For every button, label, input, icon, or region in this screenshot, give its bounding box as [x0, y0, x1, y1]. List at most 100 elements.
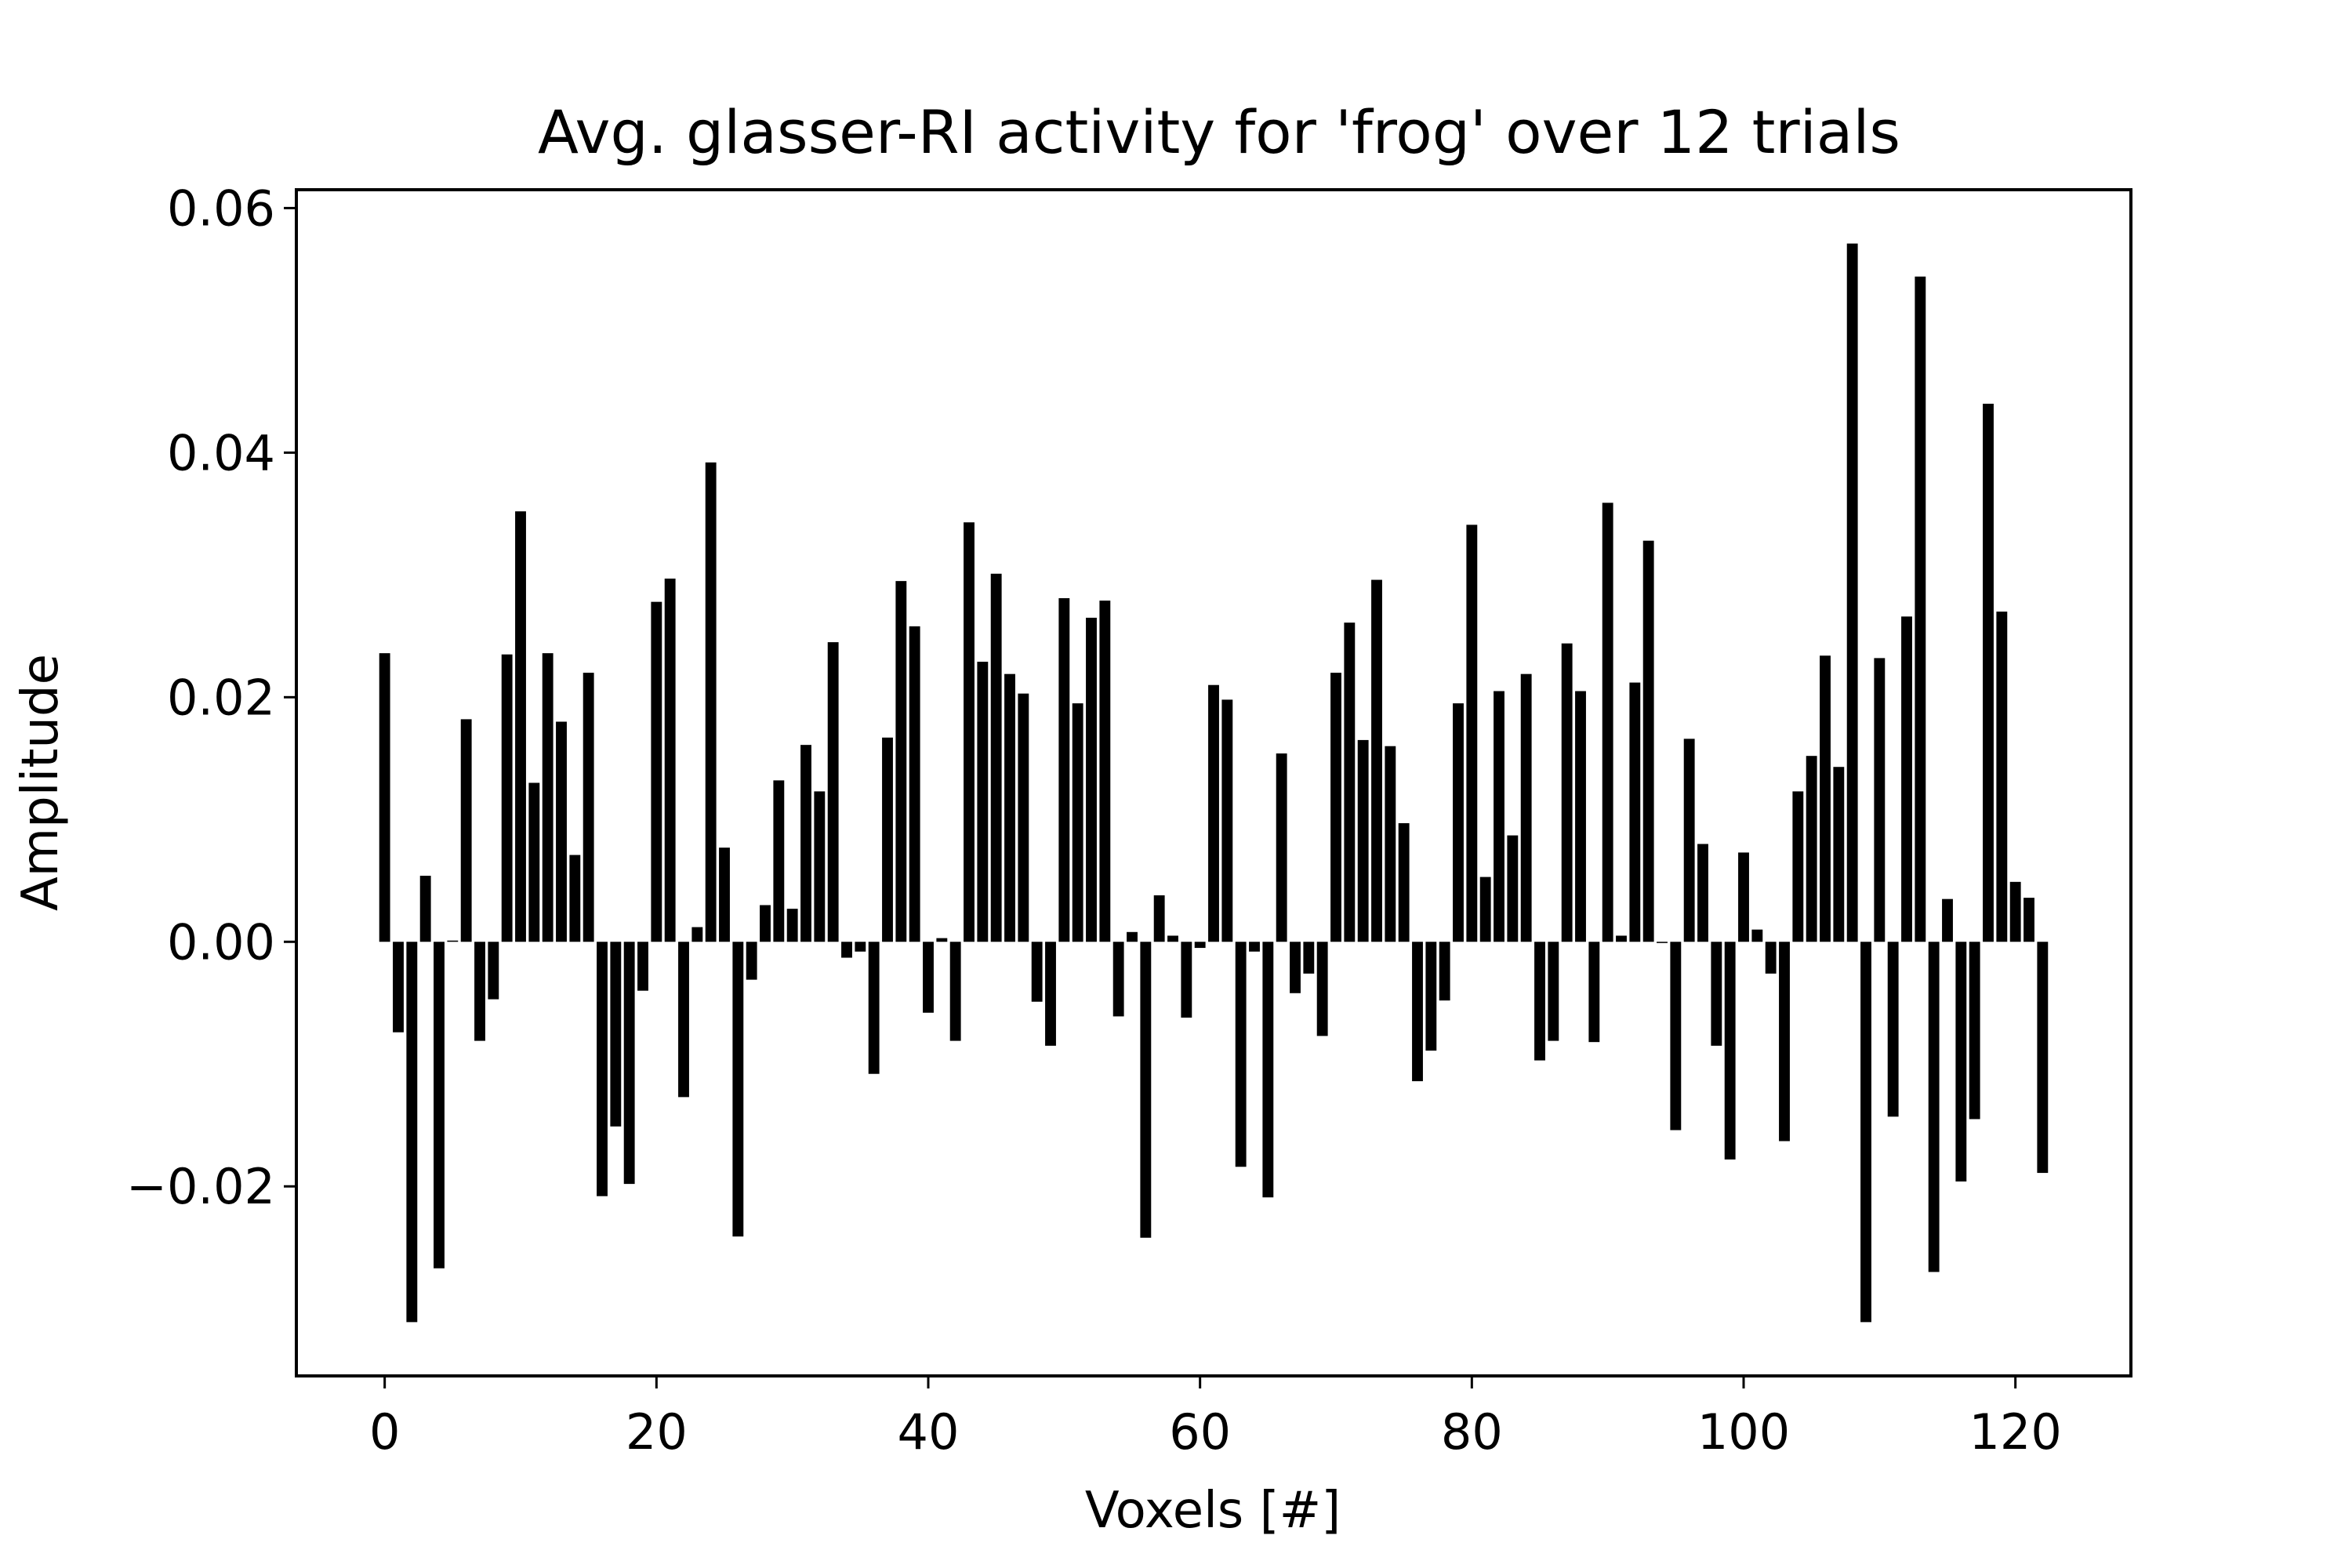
x-tick-label: 120: [1969, 1403, 2061, 1461]
bar-52: [1086, 617, 1097, 942]
bar-49: [1045, 942, 1056, 1046]
x-tick-label: 40: [898, 1403, 960, 1461]
bar-60: [1194, 942, 1206, 949]
bar-40: [923, 942, 934, 1013]
bar-25: [719, 848, 730, 942]
y-tick-label: 0.04: [167, 424, 275, 481]
bar-82: [1494, 691, 1504, 942]
bar-84: [1520, 673, 1532, 942]
bar-74: [1385, 746, 1396, 942]
bar-31: [800, 745, 811, 942]
bar-32: [814, 791, 826, 942]
bar-47: [1018, 693, 1029, 942]
bar-58: [1167, 935, 1178, 942]
bar-56: [1140, 942, 1152, 1238]
bar-23: [691, 927, 703, 942]
bar-62: [1221, 699, 1233, 942]
bar-57: [1153, 895, 1165, 942]
bar-92: [1629, 682, 1641, 942]
y-axis-ticks: −0.02 0.00 0.02 0.04 0.06: [126, 180, 296, 1215]
x-tick-label: 100: [1697, 1403, 1790, 1461]
bar-13: [556, 721, 567, 942]
bar-121: [2024, 898, 2034, 942]
bar-72: [1357, 739, 1369, 942]
bar-90: [1602, 503, 1613, 942]
bar-97: [1697, 844, 1708, 942]
bar-24: [705, 462, 717, 942]
bar-63: [1235, 942, 1247, 1167]
bar-69: [1316, 942, 1328, 1036]
bar-77: [1425, 942, 1437, 1051]
x-tick-label: 20: [626, 1403, 688, 1461]
bar-14: [569, 855, 581, 942]
x-tick-label: 0: [369, 1403, 400, 1461]
bar-93: [1642, 540, 1654, 942]
bar-55: [1127, 931, 1138, 942]
bar-114: [1928, 942, 1940, 1272]
bar-89: [1588, 942, 1600, 1043]
bar-67: [1290, 942, 1301, 993]
bar-50: [1058, 597, 1070, 942]
bar-29: [773, 780, 785, 942]
x-tick-label: 60: [1169, 1403, 1231, 1461]
bar-27: [746, 942, 757, 980]
bar-39: [909, 626, 920, 942]
bar-117: [1969, 942, 1980, 1120]
bar-96: [1683, 739, 1695, 942]
bar-43: [964, 522, 975, 942]
bar-95: [1670, 942, 1682, 1131]
bar-88: [1575, 691, 1586, 942]
bar-78: [1439, 942, 1450, 1001]
bar-36: [868, 942, 880, 1074]
bar-75: [1398, 822, 1410, 942]
bar-105: [1806, 756, 1817, 942]
bar-107: [1833, 767, 1845, 942]
bar-4: [434, 942, 445, 1269]
bar-94: [1657, 942, 1668, 943]
bar-9: [501, 654, 513, 942]
bar-80: [1466, 524, 1478, 942]
bar-120: [2009, 881, 2021, 942]
bar-122: [2037, 942, 2049, 1174]
bar-83: [1507, 835, 1519, 942]
bar-41: [936, 938, 948, 942]
bar-10: [515, 511, 526, 942]
chart-title: Avg. glasser-RI activity for 'frog' over…: [538, 97, 1900, 167]
bar-53: [1099, 601, 1111, 942]
bar-0: [379, 653, 390, 942]
bar-87: [1561, 643, 1573, 942]
bar-45: [990, 573, 1002, 942]
bar-91: [1616, 935, 1627, 942]
bar-104: [1792, 791, 1804, 942]
x-tick-label: 80: [1441, 1403, 1503, 1461]
bar-42: [949, 942, 961, 1041]
bar-33: [827, 642, 839, 942]
bar-111: [1887, 942, 1899, 1117]
bar-79: [1453, 703, 1464, 942]
bar-37: [882, 737, 893, 942]
y-tick-label: 0.00: [167, 913, 275, 971]
bar-2: [406, 942, 418, 1323]
bar-12: [542, 653, 554, 942]
bar-68: [1303, 942, 1315, 974]
bar-18: [623, 942, 635, 1185]
bar-15: [583, 673, 594, 942]
bar-64: [1249, 942, 1260, 952]
bar-6: [460, 719, 472, 942]
bar-66: [1276, 753, 1287, 942]
bar-34: [841, 942, 852, 958]
bar-71: [1344, 622, 1356, 942]
bar-65: [1262, 942, 1274, 1198]
bar-3: [419, 876, 431, 942]
bar-85: [1534, 942, 1545, 1061]
bar-73: [1371, 579, 1382, 942]
bar-103: [1779, 942, 1790, 1142]
bar-101: [1751, 929, 1763, 942]
bar-119: [1996, 612, 2008, 942]
bar-17: [610, 942, 622, 1127]
bar-76: [1412, 942, 1423, 1082]
bar-28: [760, 905, 771, 942]
bar-22: [678, 942, 689, 1098]
bar-113: [1915, 276, 1926, 942]
